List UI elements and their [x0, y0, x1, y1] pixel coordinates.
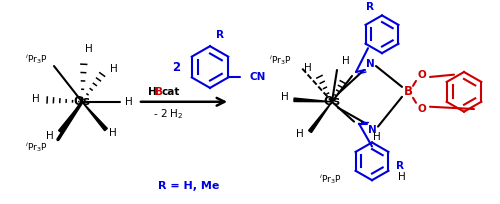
Polygon shape [294, 98, 332, 102]
Polygon shape [82, 102, 108, 131]
Text: $^i$Pr$_3$P: $^i$Pr$_3$P [26, 141, 48, 154]
Polygon shape [308, 102, 332, 133]
Text: cat: cat [162, 87, 180, 97]
Text: H: H [342, 56, 350, 66]
Text: R: R [396, 161, 404, 171]
Text: H: H [148, 87, 157, 97]
Text: O: O [418, 70, 426, 80]
Text: H: H [46, 131, 54, 141]
Text: R = H, Me: R = H, Me [158, 181, 220, 191]
Text: H: H [398, 172, 406, 182]
Text: B: B [155, 87, 163, 97]
Text: $^i$Pr$_3$P: $^i$Pr$_3$P [270, 53, 292, 67]
Text: R: R [216, 30, 224, 40]
Text: H: H [304, 63, 312, 73]
Text: $^i$Pr$_3$P: $^i$Pr$_3$P [26, 52, 48, 66]
Text: Os: Os [74, 95, 90, 108]
Text: CN: CN [249, 72, 266, 82]
Text: H: H [373, 132, 381, 142]
Text: $^i$Pr$_3$P: $^i$Pr$_3$P [320, 172, 342, 186]
Text: R: R [366, 2, 374, 12]
Text: H: H [281, 92, 289, 102]
Text: H: H [125, 97, 133, 107]
Polygon shape [58, 102, 82, 133]
Text: O: O [418, 104, 426, 114]
Text: H: H [32, 94, 40, 104]
Text: N: N [368, 125, 376, 135]
Text: Os: Os [324, 95, 340, 108]
Text: - 2 H$_2$: - 2 H$_2$ [153, 107, 184, 121]
Text: H: H [85, 44, 93, 54]
Text: H: H [110, 64, 118, 74]
Text: N: N [366, 59, 374, 69]
Text: H: H [109, 128, 117, 137]
Text: H: H [296, 129, 304, 139]
Text: B: B [404, 85, 412, 98]
Text: 2: 2 [172, 61, 180, 73]
